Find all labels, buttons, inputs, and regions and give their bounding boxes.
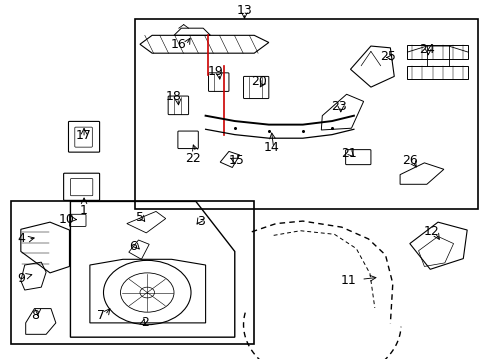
Text: 3: 3 xyxy=(196,215,204,228)
Text: 9: 9 xyxy=(17,272,25,285)
Text: 19: 19 xyxy=(207,64,223,77)
Text: 26: 26 xyxy=(401,154,417,167)
Text: 11: 11 xyxy=(341,274,356,287)
Text: 1: 1 xyxy=(80,204,88,217)
Text: 21: 21 xyxy=(341,147,356,160)
Text: 16: 16 xyxy=(171,38,186,51)
Text: 23: 23 xyxy=(331,100,346,113)
Text: 7: 7 xyxy=(97,309,105,322)
Text: 14: 14 xyxy=(263,141,279,154)
Text: 5: 5 xyxy=(136,211,143,224)
Text: 18: 18 xyxy=(166,90,182,103)
Text: 25: 25 xyxy=(379,50,395,63)
Text: 8: 8 xyxy=(31,309,40,322)
Text: 22: 22 xyxy=(185,152,201,165)
Text: 20: 20 xyxy=(251,75,266,88)
Text: 17: 17 xyxy=(76,129,92,142)
Text: 24: 24 xyxy=(418,43,434,56)
Text: 2: 2 xyxy=(141,316,148,329)
Text: 10: 10 xyxy=(59,213,75,226)
Text: 12: 12 xyxy=(423,225,439,238)
Text: 13: 13 xyxy=(236,4,252,17)
Text: 15: 15 xyxy=(228,154,244,167)
Text: 4: 4 xyxy=(17,233,25,246)
Text: 6: 6 xyxy=(128,240,136,253)
